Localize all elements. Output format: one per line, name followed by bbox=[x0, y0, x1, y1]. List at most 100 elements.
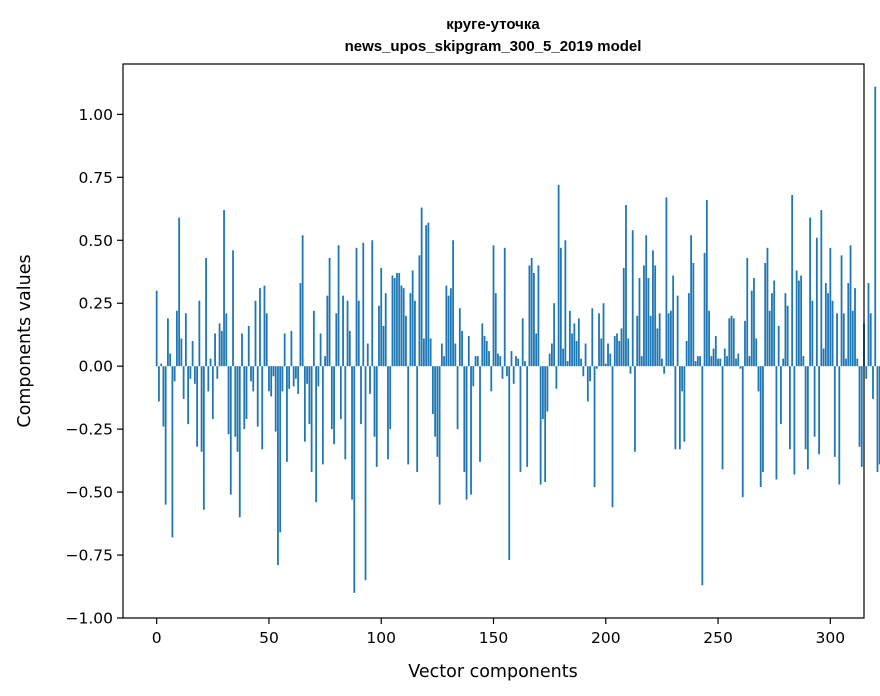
bar bbox=[198, 300, 201, 367]
bar bbox=[811, 300, 814, 367]
bar bbox=[171, 366, 174, 538]
bar bbox=[575, 341, 578, 367]
bar bbox=[160, 363, 163, 367]
bar bbox=[483, 335, 486, 367]
bar bbox=[279, 366, 282, 533]
bar bbox=[797, 280, 800, 367]
bar bbox=[247, 325, 250, 367]
bar bbox=[593, 366, 596, 488]
bar bbox=[672, 275, 675, 367]
bar bbox=[499, 356, 502, 367]
bar bbox=[730, 315, 733, 367]
bar bbox=[193, 366, 196, 384]
bar bbox=[180, 338, 183, 367]
bar bbox=[602, 303, 605, 367]
bar bbox=[335, 313, 338, 367]
bar bbox=[364, 366, 367, 581]
bar bbox=[411, 270, 414, 367]
bar bbox=[717, 358, 719, 367]
bar bbox=[674, 366, 677, 450]
bar bbox=[277, 366, 279, 566]
bar bbox=[759, 366, 762, 488]
bar bbox=[440, 343, 443, 367]
bar bbox=[780, 366, 782, 425]
bar bbox=[178, 217, 181, 367]
bar bbox=[303, 366, 306, 442]
bar bbox=[764, 262, 767, 367]
bar bbox=[389, 366, 392, 430]
bar bbox=[232, 250, 234, 367]
bar bbox=[613, 335, 616, 367]
bar bbox=[375, 366, 378, 467]
bar bbox=[586, 366, 589, 402]
bar bbox=[456, 366, 459, 430]
y-axis-label: Components values bbox=[15, 254, 35, 427]
bar bbox=[654, 265, 657, 367]
bar bbox=[339, 366, 342, 420]
bar bbox=[703, 252, 706, 367]
bar bbox=[420, 207, 423, 367]
bar bbox=[775, 366, 778, 480]
bar bbox=[692, 262, 695, 367]
bar bbox=[452, 240, 454, 367]
bar bbox=[773, 280, 776, 367]
bar bbox=[622, 267, 625, 367]
bar bbox=[753, 278, 755, 367]
bar bbox=[865, 366, 868, 379]
bar bbox=[360, 366, 362, 425]
bar bbox=[726, 356, 728, 367]
bar bbox=[777, 325, 780, 367]
bar bbox=[301, 235, 304, 367]
bar bbox=[191, 341, 194, 367]
bar bbox=[315, 366, 318, 503]
bar bbox=[559, 247, 562, 367]
bar bbox=[418, 255, 421, 367]
bar bbox=[723, 348, 726, 367]
bar bbox=[708, 310, 710, 367]
x-tick-label: 250 bbox=[703, 629, 733, 647]
bar bbox=[162, 366, 165, 427]
bar bbox=[829, 247, 832, 367]
x-axis-label: Vector components bbox=[408, 662, 577, 682]
bar bbox=[409, 293, 412, 367]
bar bbox=[568, 310, 571, 367]
bar bbox=[732, 318, 735, 367]
bar bbox=[209, 358, 212, 367]
bar bbox=[542, 366, 544, 420]
bar bbox=[683, 366, 686, 442]
bar bbox=[638, 278, 641, 367]
bar bbox=[741, 366, 744, 498]
bar bbox=[802, 356, 805, 367]
bar bbox=[470, 366, 472, 495]
bar bbox=[627, 338, 630, 367]
bar bbox=[598, 313, 600, 367]
bar bbox=[845, 358, 847, 367]
bar bbox=[321, 366, 324, 465]
bar bbox=[346, 300, 349, 367]
bar bbox=[474, 356, 477, 367]
bar bbox=[827, 293, 829, 367]
bar bbox=[681, 366, 684, 392]
bar bbox=[391, 275, 394, 367]
bar bbox=[503, 247, 506, 367]
bar bbox=[737, 353, 740, 367]
bar bbox=[445, 285, 448, 367]
bar bbox=[625, 205, 627, 367]
bar bbox=[535, 333, 538, 367]
bar bbox=[387, 366, 389, 460]
bar bbox=[620, 328, 623, 367]
bar bbox=[571, 333, 573, 367]
bar bbox=[472, 366, 475, 387]
bar bbox=[348, 330, 351, 367]
bar bbox=[661, 358, 663, 367]
bar bbox=[609, 353, 612, 367]
bar bbox=[384, 293, 387, 367]
bar bbox=[589, 366, 591, 382]
bar bbox=[351, 366, 353, 500]
bar bbox=[333, 366, 335, 445]
bar bbox=[856, 358, 859, 367]
bar bbox=[696, 356, 699, 367]
bar bbox=[685, 341, 688, 367]
